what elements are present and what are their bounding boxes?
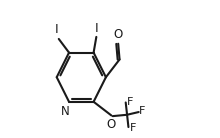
Text: O: O [114, 28, 123, 41]
Text: F: F [127, 97, 134, 107]
Text: I: I [95, 22, 99, 35]
Text: I: I [55, 23, 59, 36]
Text: O: O [106, 118, 115, 132]
Text: F: F [139, 106, 146, 116]
Text: N: N [61, 105, 70, 118]
Text: F: F [130, 123, 136, 133]
